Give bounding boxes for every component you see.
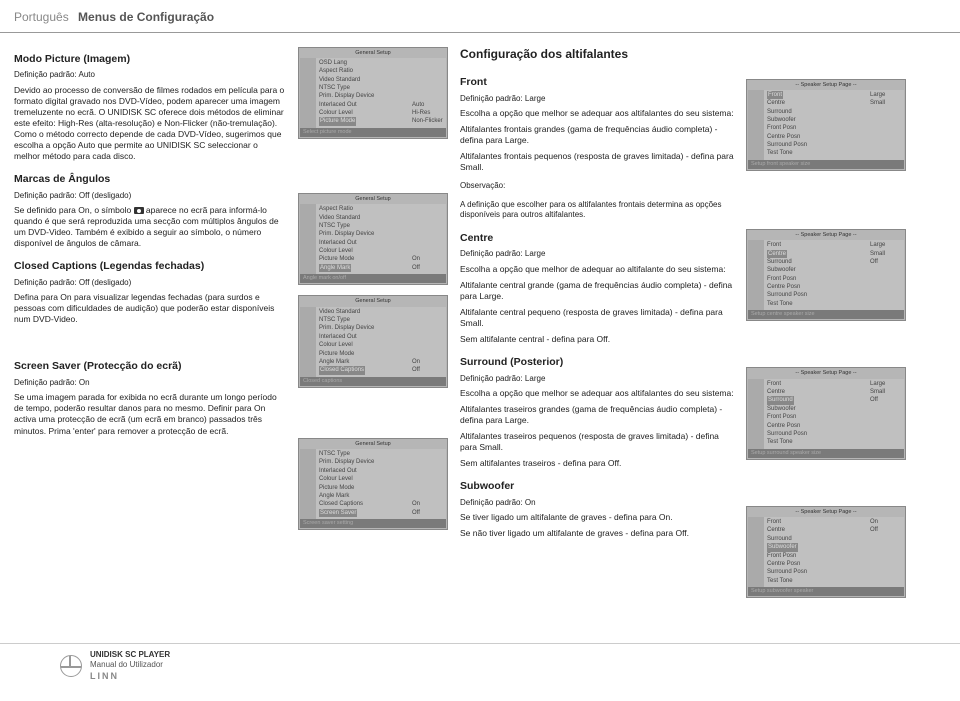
para-picture-mode: Devido ao processo de conversão de filme…: [14, 85, 286, 162]
def-angle-mark: Definição padrão: Off (desligado): [14, 191, 286, 201]
para-closed-captions: Defina para On para visualizar legendas …: [14, 292, 286, 325]
footer: UNIDISK SC PLAYER Manual do Utilizador L…: [0, 643, 960, 701]
breadcrumb-title: Menus de Configuração: [78, 10, 214, 24]
heading-screen-saver: Screen Saver (Protecção do ecrã): [14, 360, 286, 374]
osd-menu-captions: General SetupVideo StandardNTSC TypePrim…: [298, 295, 448, 387]
heading-angle-mark: Marcas de Ângulos: [14, 173, 286, 187]
osd-menu-surround: -- Speaker Setup Page --FrontCentreSurro…: [746, 367, 906, 459]
heading-surround: Surround (Posterior): [460, 356, 734, 370]
heading-subwoofer: Subwoofer: [460, 480, 734, 494]
breadcrumb-lang: Português: [14, 10, 69, 24]
def-centre: Definição padrão: Large: [460, 249, 734, 259]
heading-centre: Centre: [460, 232, 734, 246]
linn-logo-icon: [60, 655, 82, 677]
osd-menu-front: -- Speaker Setup Page --FrontCentreSurro…: [746, 79, 906, 171]
def-surround: Definição padrão: Large: [460, 374, 734, 384]
def-closed-captions: Definição padrão: Off (desligado): [14, 278, 286, 288]
heading-front: Front: [460, 76, 734, 90]
def-subwoofer: Definição padrão: On: [460, 498, 734, 508]
column-osd-menus-right: -- Speaker Setup Page --FrontCentreSurro…: [746, 47, 906, 633]
osd-menu-screensaver: General SetupNTSC TypePrim. Display Devi…: [298, 438, 448, 530]
heading-picture-mode: Modo Picture (Imagem): [14, 53, 286, 67]
def-screen-saver: Definição padrão: On: [14, 378, 286, 388]
para-screen-saver: Se uma imagem parada for exibida no ecrã…: [14, 392, 286, 436]
header: Português Menus de Configuração: [0, 0, 960, 33]
breadcrumb: Português Menus de Configuração: [14, 10, 946, 26]
osd-menu-subwoofer: -- Speaker Setup Page --FrontCentreSurro…: [746, 506, 906, 598]
camera-icon: [134, 207, 144, 214]
osd-menu-angle: General SetupAspect RatioVideo StandardN…: [298, 193, 448, 285]
osd-menu-picture: General SetupOSD LangAspect RatioVideo S…: [298, 47, 448, 139]
osd-menu-centre: -- Speaker Setup Page --FrontCentreSurro…: [746, 229, 906, 321]
content: Modo Picture (Imagem) Definição padrão: …: [0, 33, 960, 633]
column-left-text: Modo Picture (Imagem) Definição padrão: …: [14, 47, 286, 633]
footer-text: UNIDISK SC PLAYER Manual do Utilizador L…: [90, 650, 170, 683]
column-speaker-text: Configuração dos altifalantes Front Defi…: [460, 47, 734, 633]
heading-closed-captions: Closed Captions (Legendas fechadas): [14, 260, 286, 274]
def-picture-mode: Definição padrão: Auto: [14, 70, 286, 80]
heading-speaker-config: Configuração dos altifalantes: [460, 47, 734, 63]
def-front: Definição padrão: Large: [460, 94, 734, 104]
para-angle-mark: Se definido para On, o símbolo aparece n…: [14, 205, 286, 249]
column-osd-menus-left: General SetupOSD LangAspect RatioVideo S…: [298, 47, 448, 633]
